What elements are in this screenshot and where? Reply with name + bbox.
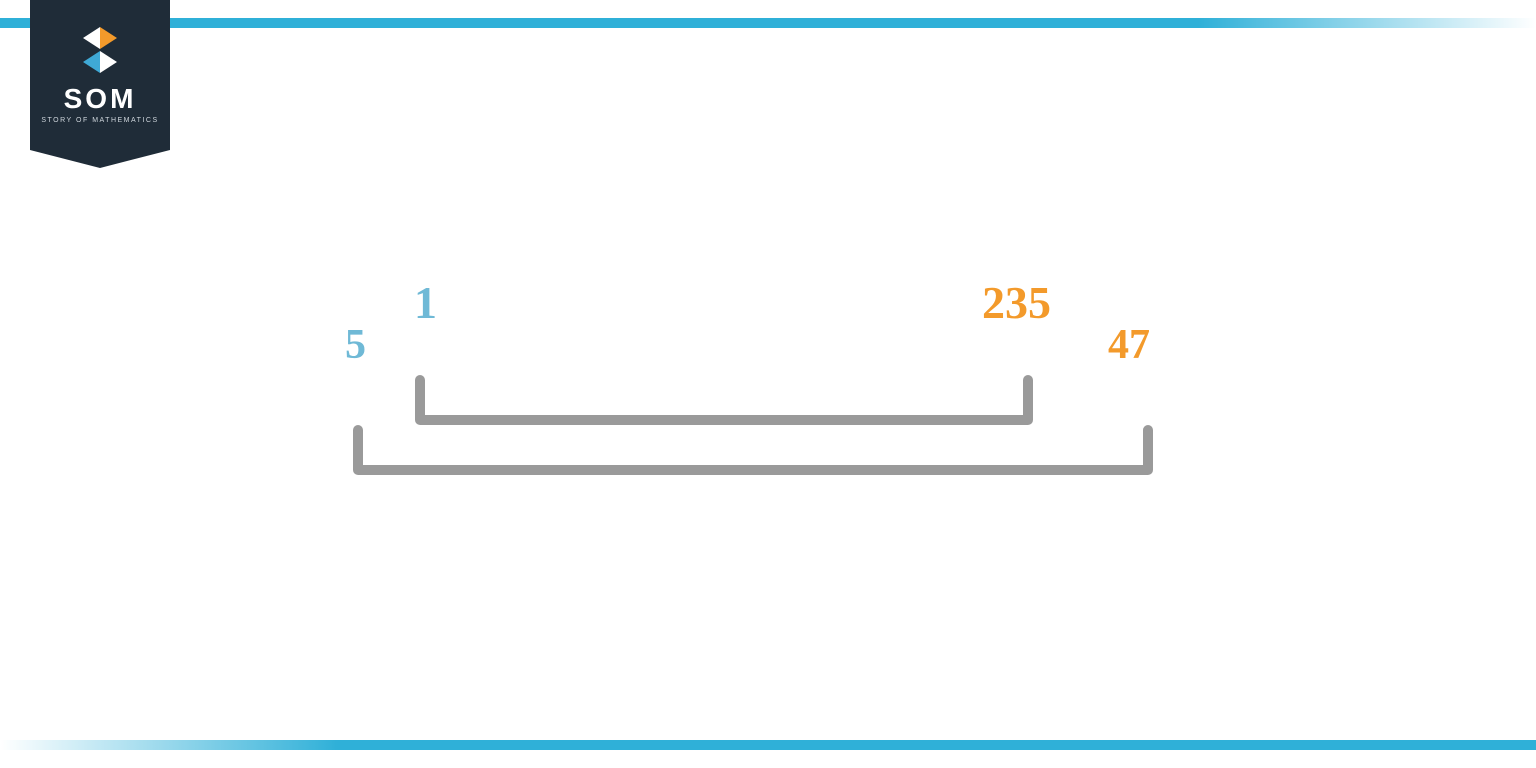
bracket-inner (420, 380, 1028, 420)
number-n1: 1 (414, 277, 437, 328)
number-n235: 235 (982, 277, 1051, 328)
factor-pair-diagram: 5 1 235 47 (0, 0, 1536, 768)
number-n5: 5 (345, 322, 366, 368)
number-n47: 47 (1108, 322, 1150, 368)
bracket-outer (358, 430, 1148, 470)
